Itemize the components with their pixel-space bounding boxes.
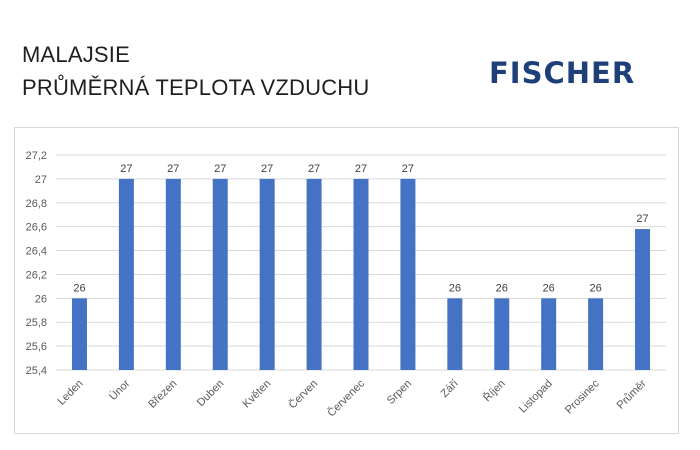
- x-category-label: Listopad: [517, 378, 555, 416]
- bar: [400, 178, 416, 370]
- bar-value-label: 27: [214, 163, 226, 175]
- y-tick-label: 26,2: [26, 269, 47, 281]
- bar: [541, 298, 557, 370]
- bars: [71, 178, 651, 370]
- bar-value-label: 27: [355, 163, 367, 175]
- bar: [165, 178, 181, 370]
- bar: [494, 298, 510, 370]
- bar-value-label: 26: [589, 282, 601, 294]
- y-tick-label: 25,8: [26, 317, 47, 329]
- x-category-label: Červen: [286, 377, 320, 411]
- x-category-label: Srpen: [385, 378, 414, 407]
- bar-value-label: 26: [496, 282, 508, 294]
- y-tick-label: 26: [35, 293, 47, 305]
- bar-value-label: 26: [449, 282, 461, 294]
- chart-title: MALAJSIE PRŮMĚRNÁ TEPLOTA VZDUCHU: [22, 38, 369, 104]
- bar: [118, 178, 134, 370]
- bar: [259, 178, 275, 370]
- bar-value-label: 27: [167, 163, 179, 175]
- y-tick-label: 27,2: [26, 150, 47, 162]
- x-category-label: Září: [439, 378, 461, 400]
- x-category-label: Březen: [146, 378, 179, 411]
- bar-value-label: 27: [308, 163, 320, 175]
- bar-value-label: 26: [73, 282, 85, 294]
- x-category-label: Říjen: [481, 377, 508, 404]
- y-axis-ticks: 25,4 25,6 25,8 26 26,2 26,4 26,6 26,8 27 27,2: [26, 150, 47, 377]
- y-tick-label: 25,6: [26, 341, 47, 353]
- bar: [588, 298, 604, 370]
- title-country: MALAJSIE: [22, 42, 130, 67]
- y-tick-label: 26,6: [26, 222, 47, 234]
- x-category-label: Prosinec: [563, 377, 602, 416]
- x-category-label: Červenec: [325, 377, 368, 420]
- y-tick-label: 25,4: [26, 365, 47, 377]
- bar: [306, 178, 322, 370]
- fischer-logo: FISCHER: [489, 56, 636, 90]
- y-tick-label: 27: [35, 174, 47, 186]
- bar: [635, 229, 651, 370]
- bar: [71, 298, 87, 370]
- y-tick-label: 26,4: [26, 246, 47, 258]
- bar-value-label: 27: [402, 163, 414, 175]
- x-category-label: Průměr: [615, 377, 649, 411]
- data-labels: 26 27 27 27 27 27 27 27 26 26 26 26 27: [73, 163, 648, 294]
- x-axis-labels: Leden Únor Březen Duben Květen Červen Červenec…: [55, 377, 648, 420]
- title-subtitle: PRŮMĚRNÁ TEPLOTA VZDUCHU: [22, 75, 370, 100]
- y-tick-label: 26,8: [26, 198, 47, 210]
- x-category-label: Duben: [195, 378, 226, 409]
- x-category-label: Květen: [241, 378, 274, 411]
- bar-value-label: 27: [120, 163, 132, 175]
- x-category-label: Leden: [55, 378, 85, 408]
- bar-value-label: 27: [261, 163, 273, 175]
- bar-value-label: 26: [543, 282, 555, 294]
- bar-value-label: 27: [636, 213, 648, 225]
- bar: [353, 178, 369, 370]
- bar: [212, 178, 228, 370]
- x-category-label: Únor: [106, 377, 132, 403]
- bar: [447, 298, 463, 370]
